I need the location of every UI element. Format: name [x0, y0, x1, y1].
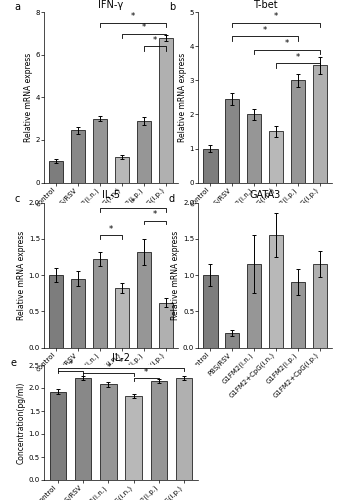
Bar: [247, 264, 261, 347]
Bar: [100, 384, 117, 480]
Text: a: a: [15, 2, 21, 12]
Title: GATA3: GATA3: [250, 190, 281, 200]
Text: *: *: [131, 198, 135, 207]
Text: *: *: [296, 53, 300, 62]
Bar: [159, 302, 173, 348]
Text: *: *: [119, 358, 123, 366]
Bar: [151, 381, 167, 480]
Y-axis label: Relative mRNA express: Relative mRNA express: [24, 53, 33, 142]
Text: *: *: [144, 368, 148, 376]
Title: IFN-γ: IFN-γ: [98, 0, 124, 10]
Text: e: e: [10, 358, 16, 368]
Bar: [225, 333, 239, 347]
Text: c: c: [15, 194, 20, 204]
Bar: [93, 259, 107, 348]
Bar: [159, 38, 173, 182]
Bar: [313, 65, 327, 182]
Bar: [247, 114, 261, 182]
Y-axis label: Concentration(pg/ml): Concentration(pg/ml): [17, 382, 26, 464]
Bar: [176, 378, 192, 480]
Bar: [291, 282, 305, 348]
Y-axis label: Relative mRNA express: Relative mRNA express: [17, 230, 26, 320]
Text: *: *: [285, 39, 290, 48]
Bar: [115, 157, 129, 182]
Text: *: *: [274, 12, 278, 21]
Text: *: *: [142, 23, 146, 32]
Text: *: *: [263, 26, 267, 35]
Bar: [49, 161, 63, 182]
Bar: [137, 252, 151, 348]
Text: *: *: [68, 360, 73, 370]
Bar: [269, 235, 283, 348]
Bar: [115, 288, 129, 348]
Text: *: *: [109, 224, 113, 234]
Title: T-bet: T-bet: [253, 0, 278, 10]
Text: *: *: [153, 36, 157, 45]
Y-axis label: Relative mRNA express: Relative mRNA express: [171, 230, 180, 320]
Text: b: b: [169, 2, 175, 12]
Text: *: *: [106, 362, 111, 372]
Bar: [125, 396, 142, 480]
Y-axis label: Relative mRNA express: Relative mRNA express: [178, 53, 187, 142]
Bar: [71, 130, 85, 182]
Bar: [203, 275, 218, 347]
Bar: [49, 275, 63, 347]
Title: IL-5: IL-5: [102, 190, 120, 200]
Bar: [93, 118, 107, 182]
Text: *: *: [153, 210, 157, 219]
Text: *: *: [131, 12, 135, 22]
Bar: [291, 80, 305, 182]
Bar: [225, 99, 239, 182]
Title: IL-2: IL-2: [112, 353, 130, 363]
Bar: [50, 392, 66, 480]
Bar: [137, 121, 151, 182]
Text: d: d: [169, 194, 175, 204]
Bar: [75, 378, 92, 480]
Bar: [313, 264, 327, 347]
Bar: [269, 132, 283, 182]
Bar: [71, 278, 85, 347]
Bar: [203, 148, 218, 182]
